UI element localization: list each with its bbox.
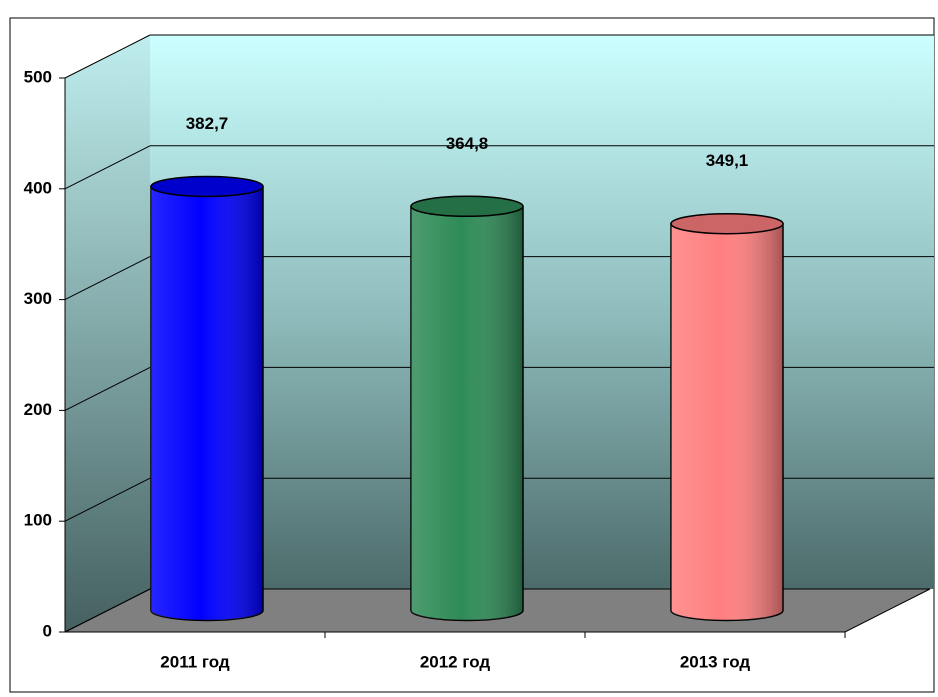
y-tick-label: 200: [24, 400, 52, 419]
x-tick-label: 2012 год: [420, 652, 491, 671]
bar-shade: [151, 186, 263, 621]
bar-top-shade: [671, 213, 783, 234]
grid-line: [64, 145, 151, 190]
x-tick-label: 2013 год: [680, 652, 751, 671]
bar-top-shade: [151, 176, 263, 197]
side-wall: [65, 35, 150, 632]
grid-line: [64, 588, 151, 633]
value-label: 382,7: [186, 114, 229, 133]
bar-top-shade: [411, 196, 523, 217]
grid-line: [64, 256, 151, 301]
back-wall: [150, 35, 934, 589]
value-label: 349,1: [706, 151, 749, 170]
x-tick-label: 2011 год: [160, 652, 230, 671]
bar-shade: [671, 223, 783, 621]
grid-line: [64, 34, 151, 79]
y-tick-label: 0: [43, 621, 52, 640]
y-tick-label: 500: [24, 67, 52, 86]
y-tick-label: 300: [24, 289, 52, 308]
bar-shade: [411, 206, 523, 621]
y-tick-label: 400: [24, 178, 52, 197]
value-label: 364,8: [446, 134, 489, 153]
y-tick-label: 100: [24, 511, 52, 530]
grid-line: [64, 477, 151, 522]
bar-top: [670, 212, 784, 235]
bar-top: [150, 175, 264, 198]
bar-top: [410, 195, 524, 218]
grid-line: [64, 366, 151, 411]
